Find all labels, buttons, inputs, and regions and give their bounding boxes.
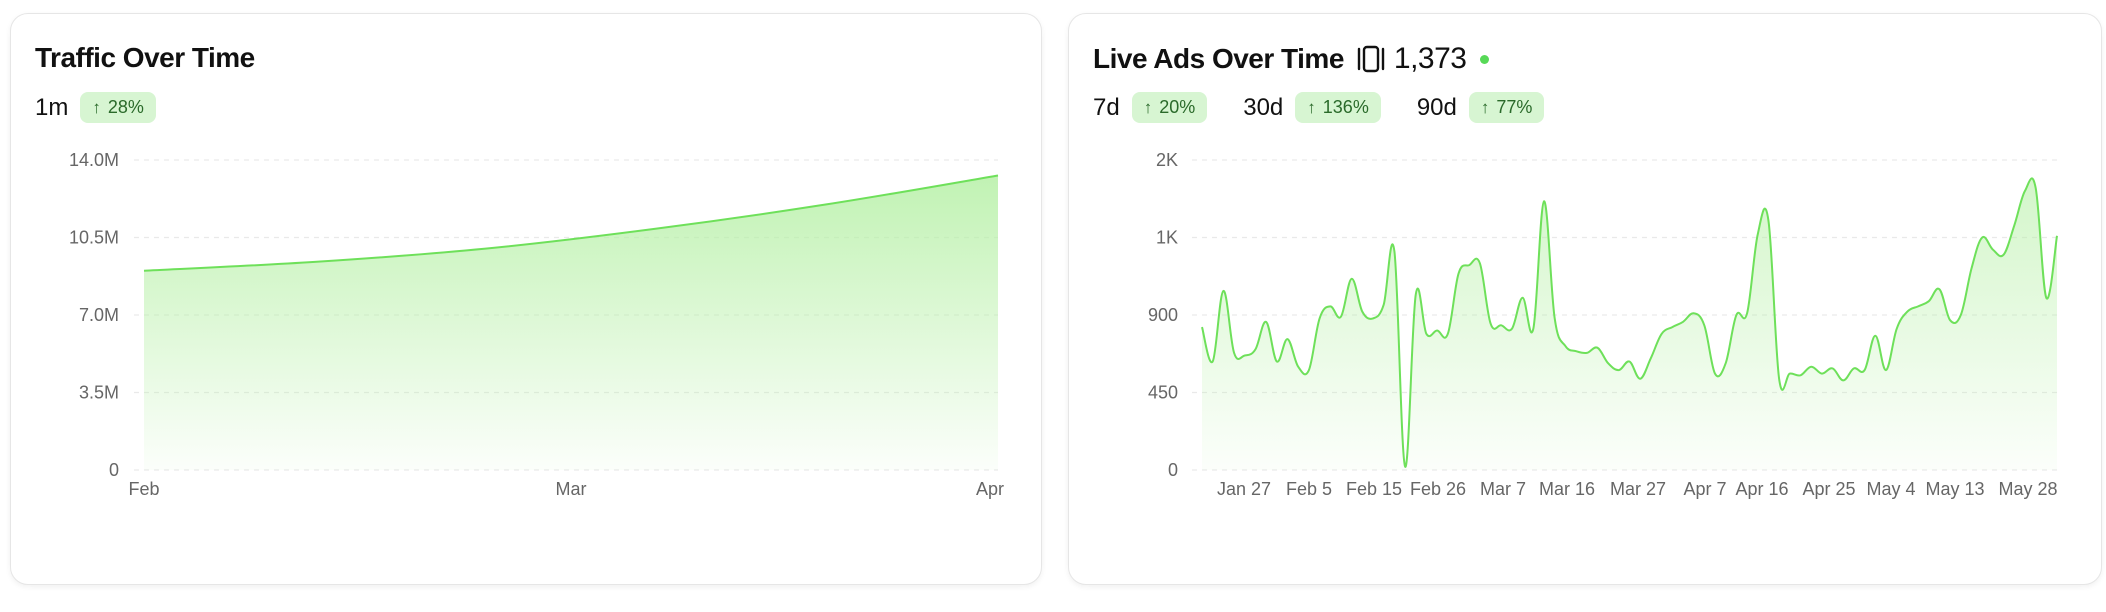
change-value: 28% (107, 97, 144, 117)
ads-x-tick-label: Apr 7 (1683, 479, 1726, 499)
ads-x-tick-label: May 28 (1998, 479, 2057, 499)
ads-y-tick-label: 0 (1168, 460, 1178, 480)
ads-x-tick-label: Feb 26 (1410, 479, 1466, 499)
change-badge: ↑ 28% (80, 92, 156, 123)
arrow-up-icon: ↑ (92, 97, 101, 117)
traffic-x-tick-label: Mar (556, 479, 587, 499)
ads-y-tick-label: 2K (1156, 150, 1178, 170)
traffic-line (143, 174, 999, 272)
ads-title-row: Live Ads Over Time 1,373 (1093, 42, 1490, 76)
live-ads-count: 1,373 (1393, 42, 1467, 75)
ads-y-tick-label: 450 (1148, 383, 1178, 403)
ads-area (1202, 178, 2057, 471)
traffic-y-tick-label: 14.0M (69, 150, 119, 170)
traffic-y-tick-label: 3.5M (79, 383, 119, 403)
ads-x-tick-label: Apr 16 (1735, 479, 1788, 499)
ads-x-tick-label: May 13 (1925, 479, 1984, 499)
ads-y-tick-label: 1K (1156, 228, 1178, 248)
stat-90d: 90d ↑ 77% (1417, 92, 1545, 123)
stat-1m: 1m ↑ 28% (35, 92, 156, 123)
change-value: 77% (1496, 97, 1533, 117)
change-badge: ↑ 136% (1295, 92, 1381, 123)
change-value: 136% (1322, 97, 1369, 117)
ad-stack-icon (1356, 45, 1386, 73)
ads-x-tick-label: Jan 27 (1217, 479, 1271, 499)
stat-30d: 30d ↑ 136% (1243, 92, 1381, 123)
ads-x-tick-label: Feb 15 (1346, 479, 1402, 499)
ads-x-tick-label: Mar 7 (1480, 479, 1526, 499)
traffic-y-tick-label: 7.0M (79, 305, 119, 325)
ads-stats-row: 7d ↑ 20% 30d ↑ 136% 90d ↑ 77% (1093, 92, 1580, 123)
arrow-up-icon: ↑ (1307, 97, 1316, 117)
stat-period: 7d (1093, 93, 1120, 121)
ads-x-tick-label: Apr 25 (1802, 479, 1855, 499)
ads-title: Live Ads Over Time (1093, 43, 1344, 74)
ads-x-tick-label: Feb 5 (1286, 479, 1332, 499)
traffic-title: Traffic Over Time (35, 42, 255, 73)
traffic-y-tick-label: 0 (109, 460, 119, 480)
ads-line (1201, 177, 2058, 468)
traffic-x-tick-label: Feb (128, 479, 159, 499)
arrow-up-icon: ↑ (1480, 97, 1490, 117)
stat-period: 90d (1416, 93, 1457, 121)
ads-x-tick-label: May 4 (1866, 479, 1915, 499)
change-badge: ↑ 77% (1468, 92, 1545, 123)
ads-x-tick-label: Mar 16 (1539, 479, 1595, 499)
ads-y-tick-label: 900 (1148, 305, 1178, 325)
stat-period: 30d (1243, 93, 1284, 121)
arrow-up-icon: ↑ (1143, 97, 1153, 117)
stat-period: 1m (35, 93, 69, 121)
change-value: 20% (1159, 97, 1196, 117)
traffic-stats-row: 1m ↑ 28% (35, 92, 192, 123)
ads-x-tick-label: Mar 27 (1610, 479, 1666, 499)
stat-7d: 7d ↑ 20% (1093, 92, 1208, 123)
live-status-dot (1480, 54, 1490, 64)
traffic-x-tick-label: Apr (976, 479, 1004, 499)
traffic-title-row: Traffic Over Time (35, 42, 255, 74)
traffic-area (144, 175, 998, 470)
change-badge: ↑ 20% (1131, 92, 1208, 123)
traffic-y-tick-label: 10.5M (69, 228, 119, 248)
